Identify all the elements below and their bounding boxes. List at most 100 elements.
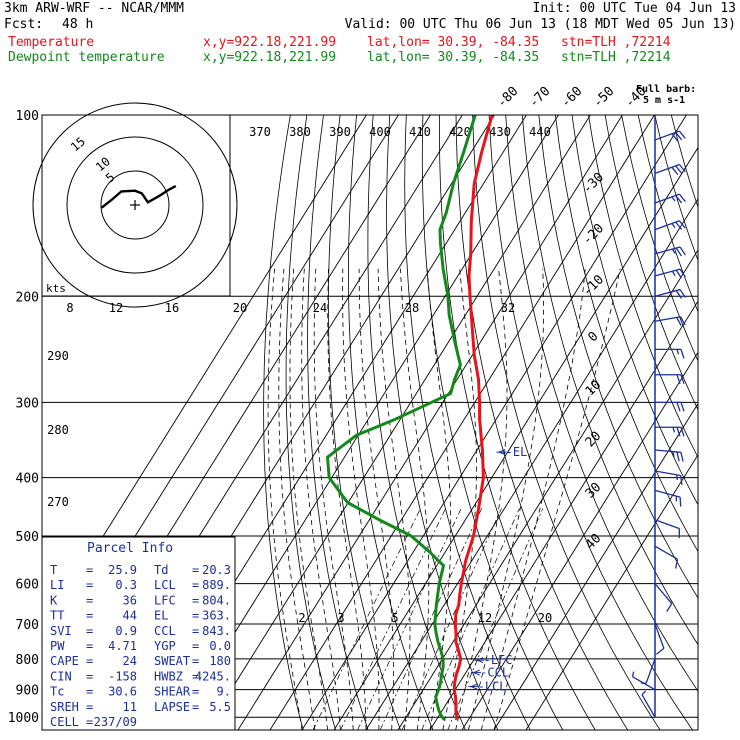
theta-e-label: 380 bbox=[289, 125, 311, 139]
init-time: Init: 00 UTC Tue 04 Jun 13 bbox=[532, 1, 737, 16]
dry-adiabat-line bbox=[472, 115, 661, 730]
dry-adiabat-line bbox=[488, 115, 693, 730]
theta-e-label: 420 bbox=[449, 125, 471, 139]
level-marker-el: <-EL bbox=[498, 445, 527, 459]
parcel-label: T bbox=[50, 563, 57, 577]
dry-adiabat-line bbox=[538, 115, 698, 599]
mixing-ratio-lines bbox=[312, 508, 544, 730]
wind-barb-staff bbox=[654, 288, 681, 297]
parcel-equals: = bbox=[86, 700, 93, 714]
parcel-value-2: 889. bbox=[202, 578, 231, 592]
parcel-value: 4.71 bbox=[108, 639, 137, 653]
moist-adiabat-line bbox=[289, 268, 328, 730]
wind-barb-flag bbox=[675, 195, 683, 204]
moist-adiabat-line bbox=[358, 268, 394, 730]
moist-adiabat-line bbox=[400, 268, 430, 730]
wind-barb bbox=[654, 449, 684, 462]
mixing-ratio-label: 20 bbox=[233, 301, 247, 315]
dry-adiabat-line bbox=[637, 115, 698, 313]
wind-barb bbox=[654, 268, 686, 279]
wind-barb-flag bbox=[680, 316, 686, 326]
mixing-ratio-line bbox=[312, 508, 421, 730]
moist-adiabats bbox=[267, 268, 621, 730]
parcel-value-2: 4245. bbox=[195, 669, 231, 683]
dewpoint-legend-label: Dewpoint temperature bbox=[8, 50, 165, 65]
wind-barb-staff bbox=[654, 470, 681, 477]
pressure-label: 500 bbox=[16, 530, 39, 545]
isotherm-label: -80 bbox=[494, 84, 521, 111]
wind-barb bbox=[654, 623, 665, 655]
isotherm-line bbox=[333, 146, 698, 730]
wind-barb-staff bbox=[654, 163, 680, 174]
wind-barb-flag bbox=[679, 497, 682, 507]
parcel-equals: = bbox=[86, 685, 93, 699]
isotherm-label: -70 bbox=[526, 84, 553, 111]
wind-barb-staff bbox=[654, 193, 680, 204]
parcel-value: 0.3 bbox=[115, 578, 137, 592]
dry-adiabat-line bbox=[421, 115, 564, 730]
moist-adiabat-line bbox=[377, 268, 411, 730]
parcel-equals-2: = bbox=[192, 578, 199, 592]
wind-barb-half-flag bbox=[671, 248, 676, 254]
wind-barb bbox=[655, 374, 685, 384]
wind-barb-flag bbox=[671, 166, 679, 176]
wind-barb-staff bbox=[654, 449, 681, 453]
wind-barb-staff bbox=[654, 545, 678, 560]
dry-adiabat-line bbox=[505, 115, 698, 692]
isotherm-label: -50 bbox=[590, 84, 617, 111]
wind-barb-flag bbox=[679, 475, 683, 485]
dry-adiabat-line bbox=[670, 115, 698, 209]
parcel-label-2: LCL bbox=[154, 578, 176, 592]
wind-barb-flag bbox=[679, 268, 686, 278]
parcel-value-2: 9. bbox=[217, 685, 231, 699]
wind-barb-half-flag bbox=[631, 671, 635, 677]
dry-adiabat-line bbox=[307, 115, 369, 730]
temperature-station: stn=TLH ,72214 bbox=[561, 35, 671, 50]
wind-barb-flag bbox=[679, 289, 686, 298]
isotherm-line bbox=[301, 115, 687, 730]
pressure-label: 800 bbox=[16, 653, 39, 668]
wind-barb-half-flag bbox=[671, 196, 676, 202]
wind-barb-flag bbox=[678, 220, 686, 229]
wind-barb bbox=[654, 583, 673, 612]
dry-adiabat-label: 290 bbox=[47, 349, 69, 363]
parcel-label: SREH bbox=[50, 700, 79, 714]
wind-barb-staff bbox=[654, 623, 665, 649]
dry-adiabat-line bbox=[328, 115, 401, 730]
parcel-equals: = bbox=[86, 639, 93, 653]
parcel-label-2: CCL bbox=[154, 624, 176, 638]
isotherm-label: -20 bbox=[580, 221, 607, 248]
forecast-hours: 48 h bbox=[62, 17, 94, 32]
parcel-label-2: HWBZ bbox=[154, 669, 183, 683]
isotherm-line bbox=[237, 115, 623, 730]
wind-barb-staff bbox=[654, 130, 680, 141]
wind-barb-flag bbox=[675, 269, 683, 279]
isotherm-line bbox=[429, 300, 698, 730]
wind-barb-half-flag bbox=[641, 690, 647, 696]
mixing-ratio-label: 24 bbox=[313, 301, 327, 315]
isotherm-line bbox=[173, 115, 559, 730]
moist-adiabat-line bbox=[342, 268, 380, 730]
dewpoint-line bbox=[326, 115, 477, 721]
mixing-ratio-label: 12 bbox=[109, 301, 123, 315]
moist-adiabat-line bbox=[327, 268, 367, 730]
temperature-legend-label: Temperature bbox=[8, 35, 95, 50]
wind-barb bbox=[654, 545, 679, 569]
parcel-label-2: LFC bbox=[154, 593, 176, 607]
dry-adiabat-line bbox=[654, 115, 698, 262]
mixing-ratio-label: 32 bbox=[501, 301, 515, 315]
mixing-ratio-label: 8 bbox=[66, 301, 73, 315]
dry-adiabat-line bbox=[386, 115, 499, 730]
dry-adiabat-label: 270 bbox=[47, 495, 69, 509]
wind-barb bbox=[654, 288, 686, 299]
mixing-ratio-label-low: 12 bbox=[478, 611, 492, 625]
wind-barb-flag bbox=[675, 290, 683, 299]
parcel-value-2: 0.0 bbox=[209, 639, 231, 653]
wind-barb-flag bbox=[678, 130, 686, 139]
wind-barb-flag bbox=[656, 647, 665, 655]
isotherm-label: -60 bbox=[558, 84, 585, 111]
barb-legend-unit: 5 m s-1 bbox=[643, 95, 686, 106]
wind-barb-flag bbox=[676, 317, 682, 327]
dewpoint-xy: x,y=922.18,221.99 bbox=[203, 50, 337, 65]
